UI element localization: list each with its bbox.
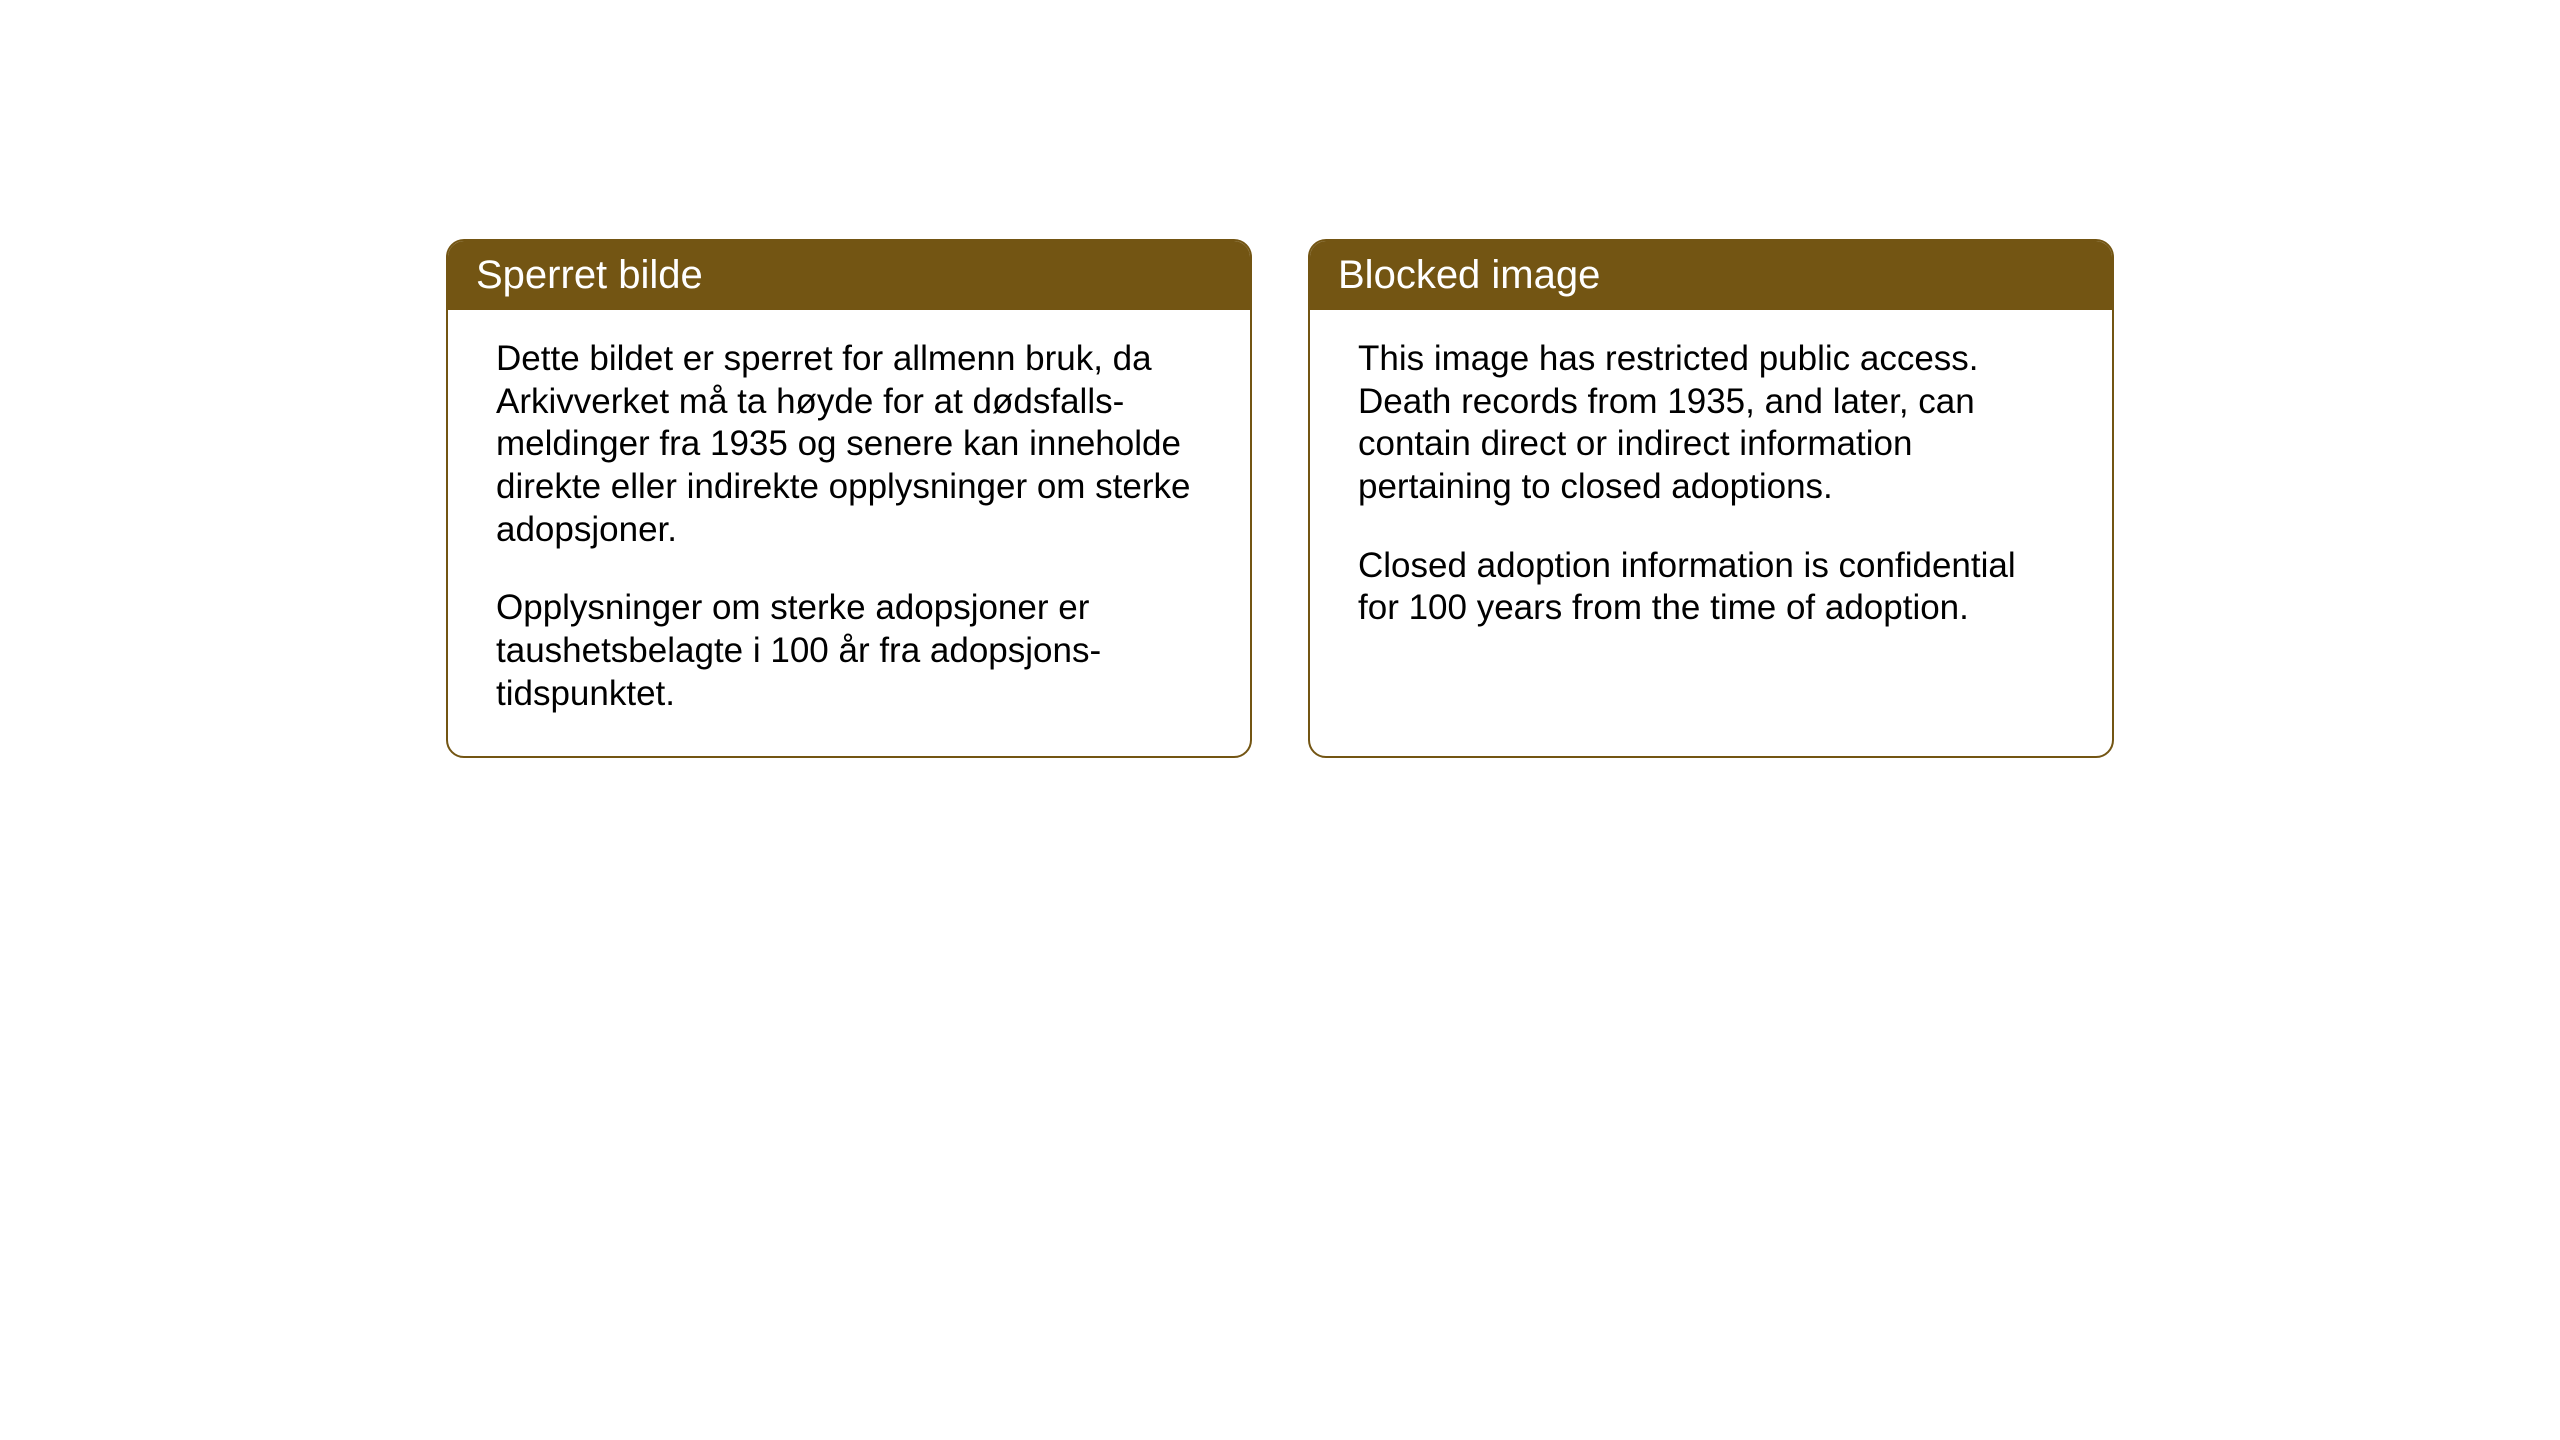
card-title-english: Blocked image [1338, 253, 1600, 297]
card-paragraph-norwegian-1: Dette bildet er sperret for allmenn bruk… [496, 338, 1202, 551]
card-header-norwegian: Sperret bilde [448, 241, 1250, 310]
card-paragraph-english-2: Closed adoption information is confident… [1358, 545, 2064, 630]
card-body-norwegian: Dette bildet er sperret for allmenn bruk… [448, 310, 1250, 756]
card-title-norwegian: Sperret bilde [476, 253, 703, 297]
card-paragraph-norwegian-2: Opplysninger om sterke adopsjoner er tau… [496, 587, 1202, 715]
card-header-english: Blocked image [1310, 241, 2112, 310]
notice-container: Sperret bilde Dette bildet er sperret fo… [446, 239, 2114, 758]
card-body-english: This image has restricted public access.… [1310, 310, 2112, 670]
notice-card-norwegian: Sperret bilde Dette bildet er sperret fo… [446, 239, 1252, 758]
card-paragraph-english-1: This image has restricted public access.… [1358, 338, 2064, 509]
notice-card-english: Blocked image This image has restricted … [1308, 239, 2114, 758]
